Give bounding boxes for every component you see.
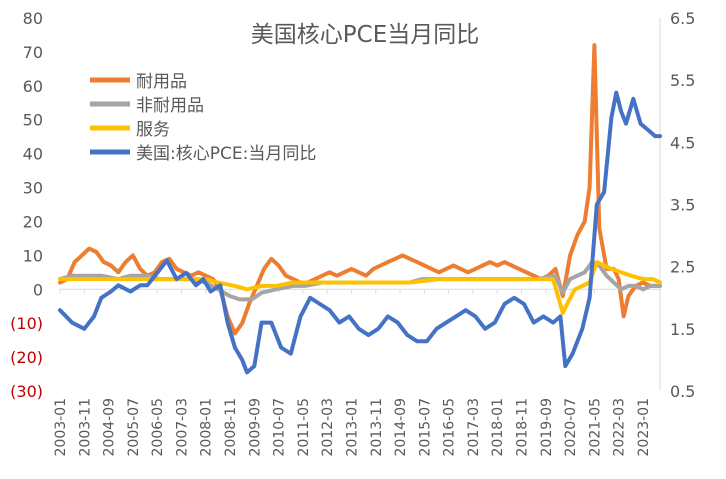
x-tick-label: 2004-09 <box>102 398 118 457</box>
x-tick-label: 2017-03 <box>466 398 482 457</box>
x-tick-label: 2012-03 <box>320 398 336 457</box>
x-tick-label: 2009-09 <box>247 398 263 457</box>
y-left-tick-label: (10) <box>10 314 43 333</box>
x-tick-label: 2014-09 <box>393 398 409 457</box>
x-tick-label: 2008-11 <box>223 398 239 457</box>
y-right-tick-label: 6.5 <box>670 9 695 28</box>
y-left-tick-label: 10 <box>23 246 43 265</box>
x-tick-label: 2016-05 <box>442 398 458 457</box>
x-tick-label: 2008-01 <box>199 398 215 457</box>
y-left-tick-label: 20 <box>23 212 43 231</box>
x-tick-label: 2013-11 <box>369 398 385 457</box>
axes: 80 70 60 50 40 30 20 10 0 (10) (20) (30) 6.5 5.5 4.5 3.… <box>10 9 695 457</box>
x-tick-label: 2022-03 <box>612 398 628 457</box>
x-tick-label: 2005-07 <box>126 398 142 457</box>
series-lines <box>58 43 662 375</box>
y-left-tick-label: 0 <box>33 280 43 299</box>
y-left-tick-label: 40 <box>23 145 43 164</box>
y-right-tick-label: 5.5 <box>670 71 695 90</box>
x-tick-label: 2020-07 <box>563 398 579 457</box>
series-line-0 <box>58 43 662 336</box>
chart-title: 美国核心PCE当月同比 <box>251 22 479 48</box>
y-left-tick-label: 60 <box>23 77 43 96</box>
legend-label: 服务 <box>136 120 170 140</box>
y-right-tick-label: 4.5 <box>670 133 695 152</box>
y-right-tick-label: 0.5 <box>670 382 695 401</box>
x-tick-label: 2006-05 <box>150 398 166 457</box>
series-line-2 <box>58 260 662 315</box>
x-tick-label: 2003-11 <box>77 398 93 457</box>
y-right-tick-label: 3.5 <box>670 196 695 215</box>
y-left-tick-label: 70 <box>23 43 43 62</box>
x-tick-label: 2021-05 <box>587 398 603 457</box>
legend-label: 美国:核心PCE:当月同比 <box>136 144 316 164</box>
x-tick-label: 2015-07 <box>417 398 433 457</box>
x-tick-label: 2003-01 <box>53 398 69 457</box>
x-tick-label: 2010-07 <box>272 398 288 457</box>
x-tick-label: 2013-01 <box>344 398 360 457</box>
legend-label: 非耐用品 <box>136 96 204 116</box>
y-left-tick-label: 30 <box>23 179 43 198</box>
x-tick-label: 2023-01 <box>636 398 652 457</box>
x-tick-label: 2018-11 <box>515 398 531 457</box>
legend-label: 耐用品 <box>136 72 187 92</box>
y-left-tick-label: (30) <box>10 382 43 401</box>
x-tick-label: 2007-03 <box>174 398 190 457</box>
series-line-3 <box>58 90 662 375</box>
y-left-tick-label: (20) <box>10 348 43 367</box>
y-right-tick-label: 1.5 <box>670 320 695 339</box>
y-left-tick-label: 80 <box>23 9 43 28</box>
y-right-tick-label: 2.5 <box>670 258 695 277</box>
x-tick-label: 2018-01 <box>490 398 506 457</box>
y-left-tick-label: 50 <box>23 111 43 130</box>
x-tick-label: 2019-09 <box>539 398 555 457</box>
x-tick-label: 2011-05 <box>296 398 312 457</box>
